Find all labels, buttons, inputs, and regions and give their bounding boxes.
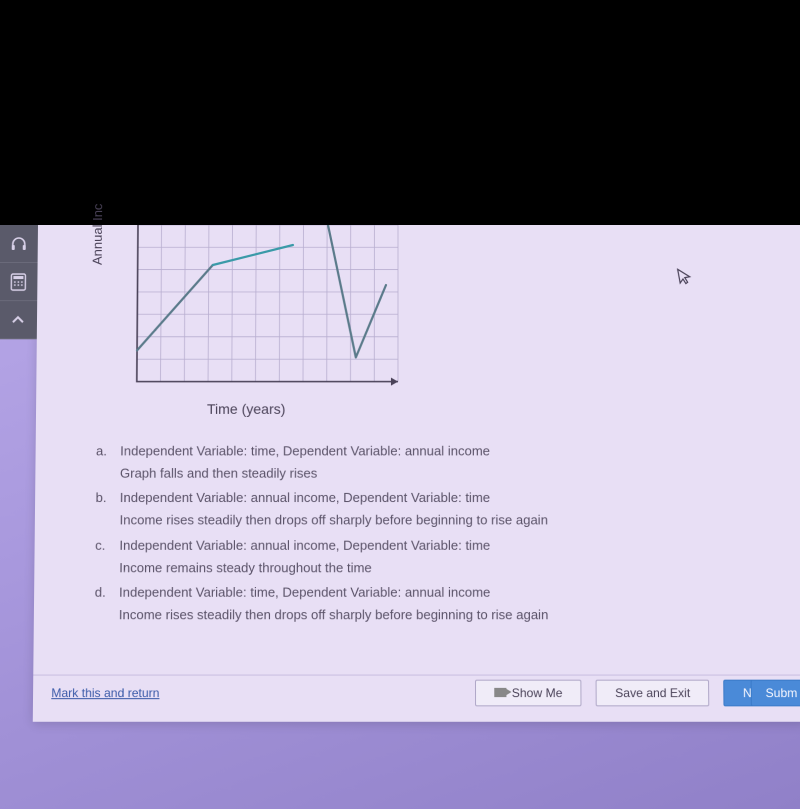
answer-options: a.Independent Variable: time, Dependent … [94, 441, 782, 629]
option-letter: d. [95, 582, 119, 603]
video-icon [494, 688, 506, 697]
headphones-icon[interactable] [0, 225, 38, 263]
option-text-line1: Independent Variable: annual income, Dep… [119, 535, 781, 556]
answer-option[interactable]: a.Independent Variable: time, Dependent … [96, 441, 781, 461]
cursor-icon [676, 266, 694, 291]
option-text-line2: Income remains steady throughout the tim… [95, 558, 782, 579]
question-panel: Annual Inc Time (years) a.Independent Va… [33, 225, 800, 722]
submit-label: Subm [765, 685, 797, 699]
option-text-line2: Income rises steadily then drops off sha… [95, 511, 781, 531]
option-text-line2: Income rises steadily then drops off sha… [94, 605, 782, 626]
x-axis-label: Time (years) [207, 401, 286, 417]
save-exit-button[interactable]: Save and Exit [596, 679, 710, 706]
option-letter: b. [96, 488, 120, 508]
y-axis-label: Annual Inc [90, 204, 106, 265]
option-text-line1: Independent Variable: time, Dependent Va… [119, 582, 782, 603]
chevron-up-icon[interactable] [0, 301, 37, 339]
show-me-button[interactable]: Show Me [475, 679, 582, 706]
save-exit-label: Save and Exit [615, 685, 690, 699]
top-black-bar [0, 0, 800, 225]
option-letter: a. [96, 441, 120, 461]
chart-container: Annual Inc Time (years) [106, 225, 418, 426]
option-text-line1: Independent Variable: annual income, Dep… [120, 488, 781, 508]
option-text-line1: Independent Variable: time, Dependent Va… [120, 441, 781, 461]
screen-surface: Annual Inc Time (years) a.Independent Va… [0, 225, 800, 809]
answer-option[interactable]: b.Independent Variable: annual income, D… [96, 488, 782, 508]
line-chart [127, 225, 408, 396]
show-me-label: Show Me [512, 685, 563, 699]
option-letter: c. [95, 535, 119, 556]
mark-return-link[interactable]: Mark this and return [51, 685, 159, 699]
submit-button[interactable]: Subm [750, 679, 800, 706]
option-text-line2: Graph falls and then steadily rises [96, 464, 781, 484]
calculator-icon[interactable] [0, 263, 38, 301]
answer-option[interactable]: c.Independent Variable: annual income, D… [95, 535, 782, 556]
answer-option[interactable]: d.Independent Variable: time, Dependent … [95, 582, 782, 603]
left-toolbar [0, 225, 38, 339]
footer-bar: Mark this and return Show Me Save and Ex… [33, 675, 800, 710]
